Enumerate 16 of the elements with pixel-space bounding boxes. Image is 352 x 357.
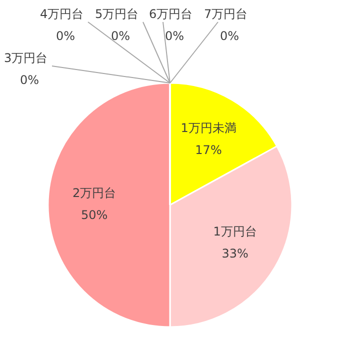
category-label: 7万円台 — [204, 7, 248, 21]
text: 0% — [111, 29, 130, 43]
text: 0% — [20, 73, 40, 87]
data-label: 33% — [222, 246, 248, 261]
slice-label: 1万円未満 — [180, 120, 236, 135]
text: 0% — [220, 29, 240, 43]
data-label: 17% — [195, 142, 222, 157]
category-label: 6万円台 — [149, 7, 193, 21]
slice-label: 2万円台 — [72, 186, 116, 200]
category-label: 3万円台 — [4, 51, 48, 65]
slice-label: 1万円台 — [213, 224, 257, 239]
text: 0% — [56, 29, 76, 43]
data-label: 50% — [81, 208, 108, 222]
text: 0% — [165, 29, 184, 43]
category-label: 5万円台 — [95, 7, 139, 21]
category-label: 4万円台 — [40, 7, 84, 21]
